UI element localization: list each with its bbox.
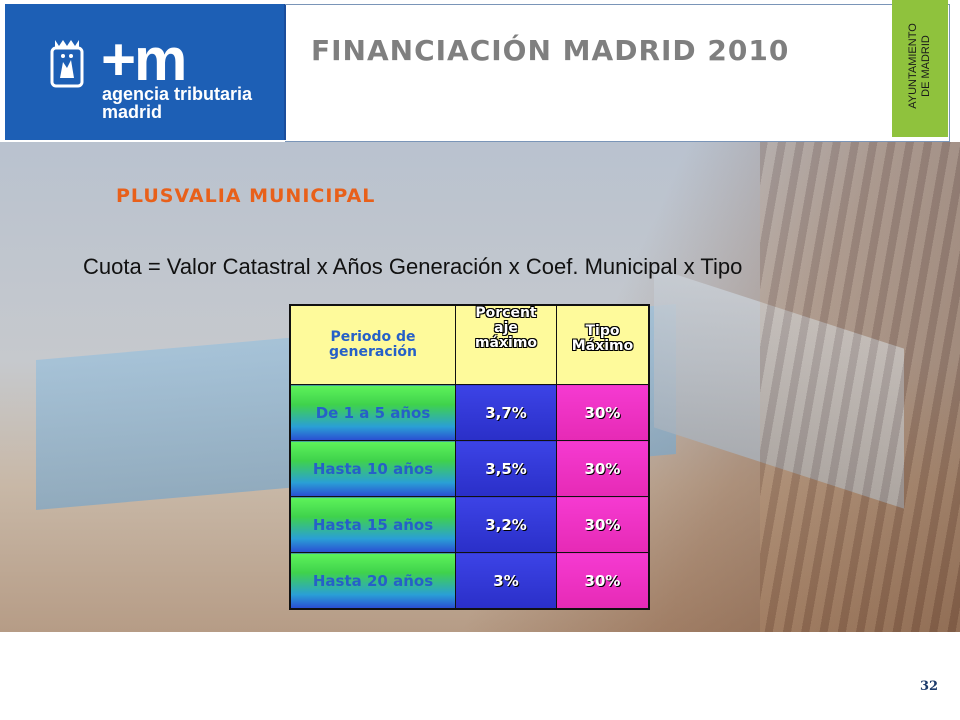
table-row: Hasta 20 años 3% 30% — [289, 552, 650, 610]
cell-tipo: 30% — [556, 552, 650, 610]
cell-tipo: 30% — [556, 384, 650, 441]
tax-formula: Cuota = Valor Catastral x Años Generació… — [83, 254, 743, 279]
header-porcentaje-line: máximo — [474, 335, 538, 351]
section-title: PLUSVALIA MUNICIPAL — [116, 185, 376, 207]
cell-porcentaje: 3,2% — [455, 496, 557, 553]
ayuntamiento-tab — [892, 0, 948, 137]
logo-city-name: madrid — [102, 102, 163, 122]
table-row: De 1 a 5 años 3,7% 30% — [289, 384, 650, 441]
ayuntamiento-line2: DE MADRID — [920, 35, 932, 97]
slide-header: +m agencia tributaria madrid FINANCIACIÓ… — [0, 0, 960, 142]
header-porcentaje-line: aje — [494, 320, 518, 336]
header-porcentaje-line: Porcent — [475, 305, 537, 321]
header-periodo-line: Periodo de — [330, 329, 416, 345]
rate-table: Periodo de generación Porcent aje máximo… — [289, 304, 650, 610]
header-periodo-line: generación — [328, 344, 417, 360]
header-tipo-line: Máximo — [571, 338, 634, 354]
logo-brand-text: +m — [101, 26, 187, 93]
header-tipo: Tipo Máximo — [556, 304, 650, 385]
cell-periodo: Hasta 10 años — [289, 440, 456, 497]
logo-agency-name: agencia tributaria — [102, 84, 253, 104]
slide-title: FINANCIACIÓN MADRID 2010 — [311, 34, 790, 67]
table-row: Hasta 15 años 3,2% 30% — [289, 496, 650, 553]
background-facade — [760, 140, 960, 632]
ayuntamiento-label: AYUNTAMIENTO DE MADRID — [907, 1, 933, 131]
cell-porcentaje: 3,7% — [455, 384, 557, 441]
agency-logo: +m agencia tributaria madrid — [5, 4, 286, 140]
header-tipo-line: Tipo — [585, 323, 620, 339]
cell-periodo: Hasta 20 años — [289, 552, 456, 610]
title-frame — [285, 4, 950, 142]
header-porcentaje: Porcent aje máximo — [455, 304, 557, 385]
cell-tipo: 30% — [556, 496, 650, 553]
page-number: 32 — [920, 679, 939, 694]
ayuntamiento-line1: AYUNTAMIENTO — [907, 23, 919, 109]
cell-porcentaje: 3% — [455, 552, 557, 610]
cell-periodo: De 1 a 5 años — [289, 384, 456, 441]
cell-tipo: 30% — [556, 440, 650, 497]
cell-porcentaje: 3,5% — [455, 440, 557, 497]
table-header-row: Periodo de generación Porcent aje máximo… — [289, 304, 650, 385]
header-periodo: Periodo de generación — [289, 304, 456, 385]
table-row: Hasta 10 años 3,5% 30% — [289, 440, 650, 497]
cell-periodo: Hasta 15 años — [289, 496, 456, 553]
madrid-coat-of-arms-icon — [50, 40, 84, 88]
